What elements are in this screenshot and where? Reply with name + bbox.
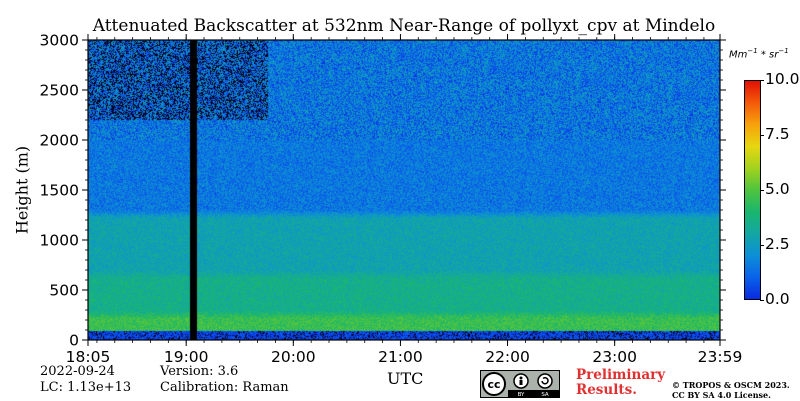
colorbar-tick-mark [760, 300, 764, 301]
chart-title: Attenuated Backscatter at 532nm Near-Ran… [92, 16, 716, 36]
y-tick-label: 3000 [40, 32, 79, 50]
y-tick-label: 2000 [40, 132, 79, 150]
y-tick-label: 1500 [40, 182, 79, 200]
heatmap-plot-area [88, 40, 720, 340]
x-tick-label: 19:00 [164, 348, 209, 366]
preliminary-line-2: Results. [576, 382, 637, 398]
preliminary-notice: Preliminary Results. [576, 368, 665, 398]
calibration-text: Calibration: Raman [160, 380, 289, 395]
svg-text:cc: cc [487, 378, 500, 391]
x-tick-label: 18:05 [66, 348, 111, 366]
colorbar-tick-label: 5.0 [765, 180, 790, 198]
date-text: 2022-09-24 [40, 364, 115, 379]
plot-frame [87, 39, 721, 341]
preliminary-line-1: Preliminary [576, 367, 666, 383]
y-tick-label: 2500 [40, 82, 79, 100]
copyright-line-2: CC BY SA 4.0 License. [672, 390, 771, 400]
sa-icon [537, 373, 553, 389]
colorbar-tick-label: 7.5 [765, 125, 790, 143]
x-tick-label: 22:00 [485, 348, 530, 366]
lc-text: LC: 1.13e+13 [40, 380, 132, 395]
version-text: Version: 3.6 [160, 364, 239, 379]
y-tick-label: 1000 [40, 232, 79, 250]
cc-icon [482, 372, 506, 396]
colorbar-tick-mark [760, 135, 764, 136]
backscatter-heatmap [88, 40, 720, 340]
copyright-line-1: © TROPOS & OSCM 2023. [672, 380, 790, 390]
colorbar-tick-label: 10.0 [765, 70, 800, 88]
x-tick-label: 23:59 [698, 348, 743, 366]
colorbar-tick-mark [760, 190, 764, 191]
x-tick-label: 21:00 [378, 348, 423, 366]
svg-text:SA: SA [541, 392, 549, 397]
svg-text:BY: BY [518, 392, 525, 397]
colorbar [744, 80, 761, 300]
x-tick-label: 20:00 [271, 348, 316, 366]
license-badge: cc BY SA [480, 370, 560, 398]
x-axis-label: UTC [387, 369, 424, 388]
y-tick-label: 500 [49, 282, 79, 300]
colorbar-tick-label: 2.5 [765, 235, 790, 253]
colorbar-tick-mark [760, 80, 764, 81]
colorbar-tick-mark [760, 245, 764, 246]
x-tick-label: 23:00 [592, 348, 637, 366]
y-tick-label: 0 [69, 332, 79, 350]
copyright-notice: © TROPOS & OSCM 2023. CC BY SA 4.0 Licen… [672, 380, 790, 400]
colorbar-unit-label: Mm−1 * sr−1 [729, 47, 789, 61]
colorbar-tick-label: 0.0 [765, 290, 790, 308]
